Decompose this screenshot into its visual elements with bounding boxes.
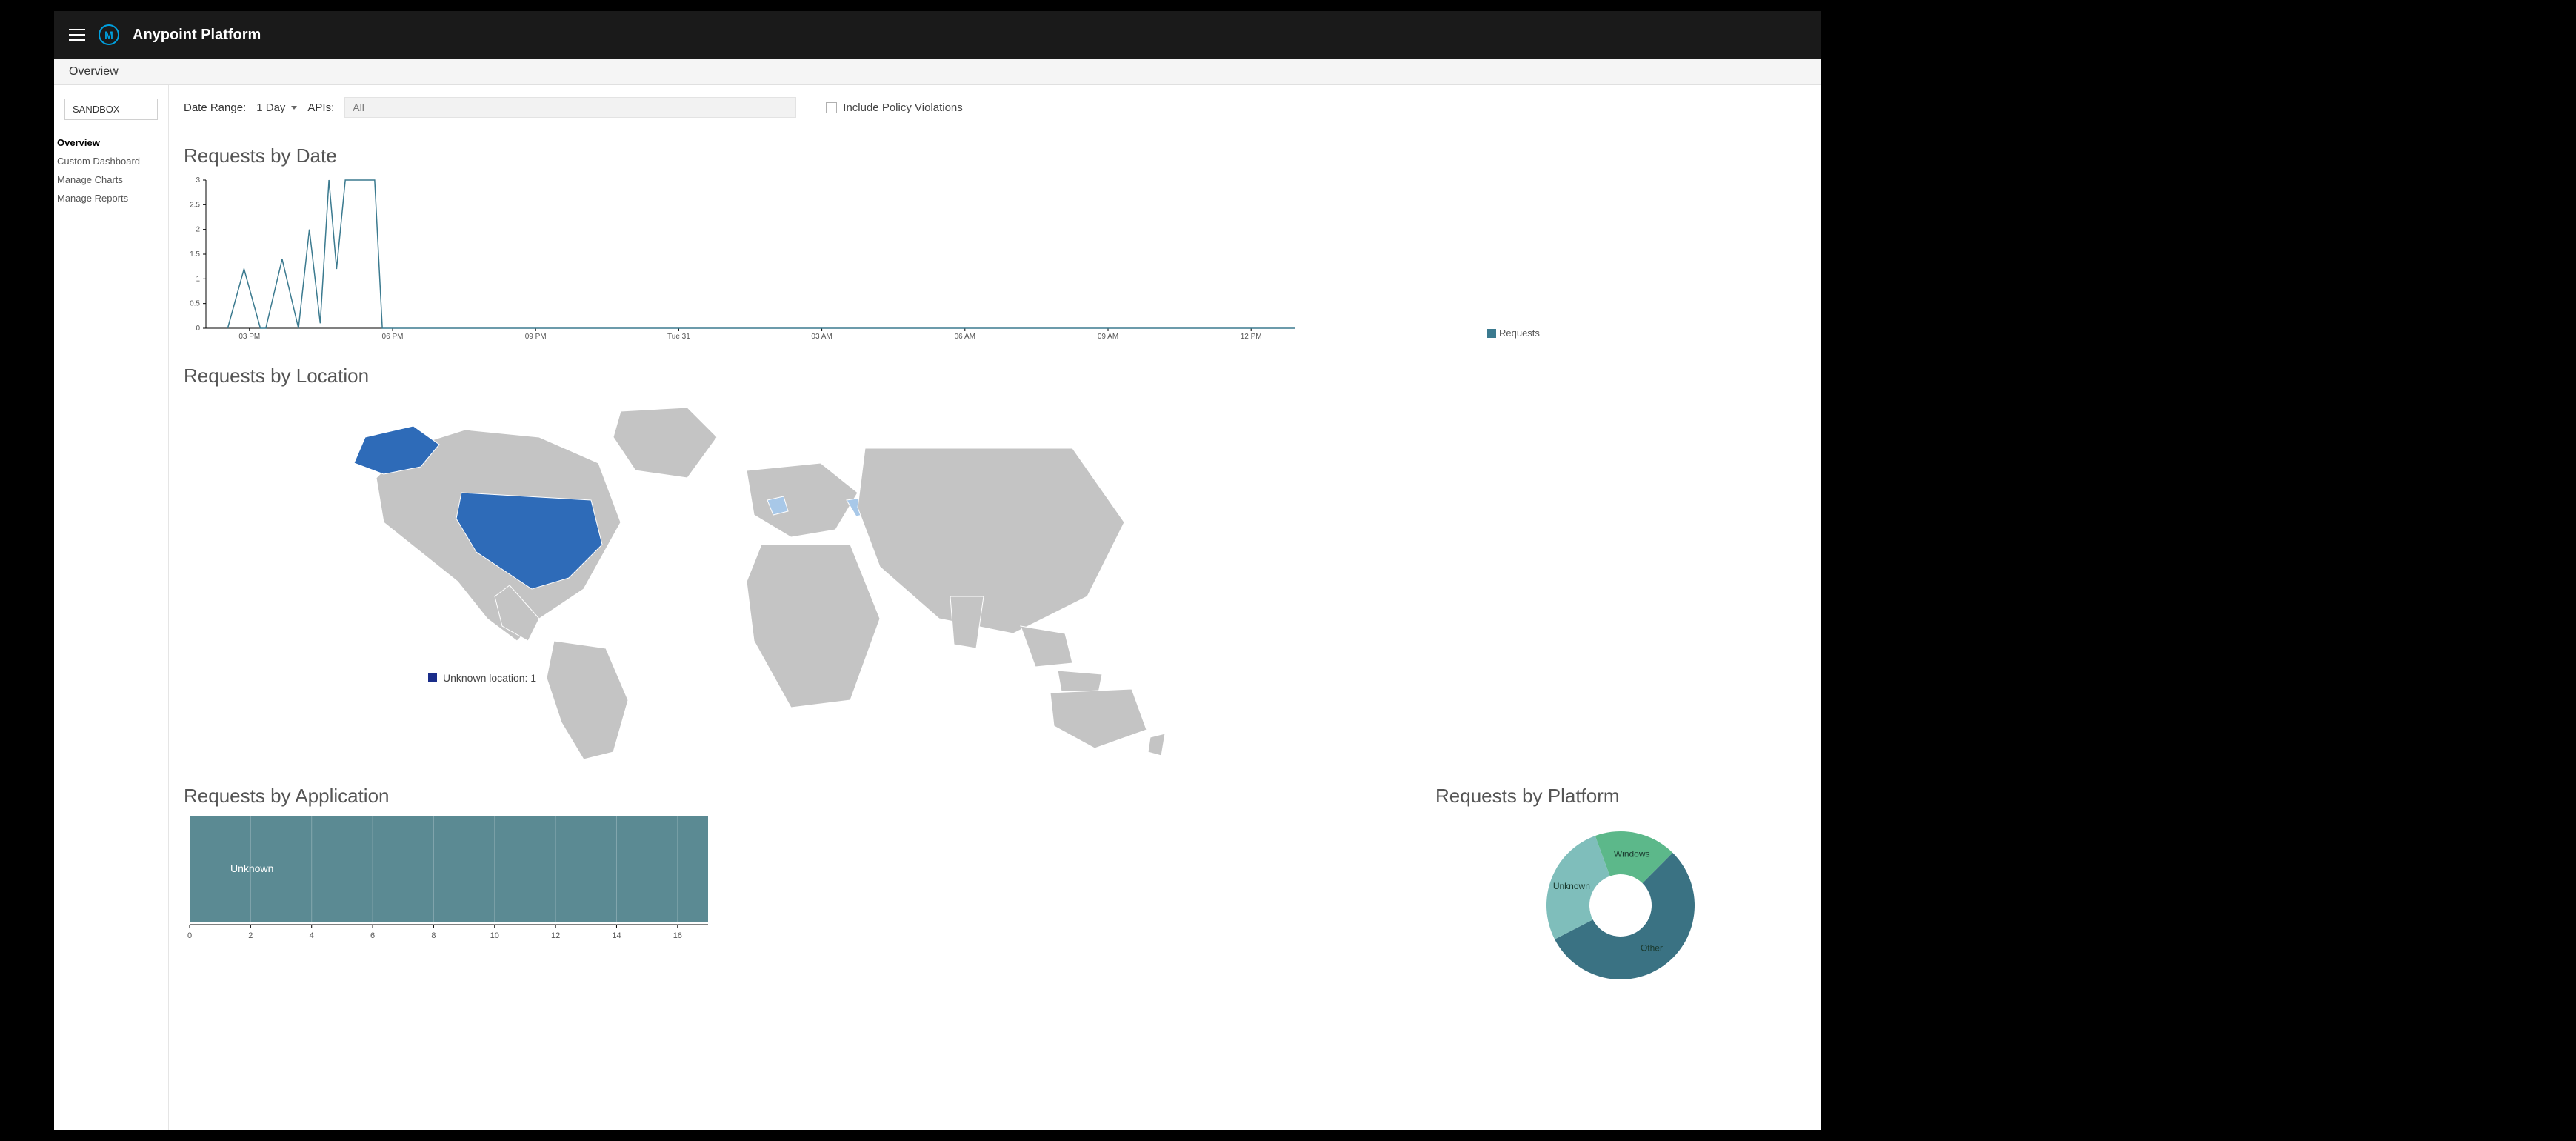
svg-text:1.5: 1.5 [190,250,200,259]
date-range-dropdown[interactable]: 1 Day [256,102,297,114]
svg-text:09 AM: 09 AM [1098,333,1118,341]
hamburger-menu-icon[interactable] [69,29,85,41]
svg-text:12 PM: 12 PM [1241,333,1262,341]
chevron-down-icon [291,106,297,110]
apis-label: APIs: [307,102,334,114]
sidebar-item-manage-charts[interactable]: Manage Charts [54,170,168,189]
sidebar: SANDBOX OverviewCustom DashboardManage C… [54,85,169,1130]
donut-chart-svg: Windows Other Unknown [1539,824,1702,987]
svg-text:03 AM: 03 AM [811,333,832,341]
requests-by-application-chart: Unknown 0 2 4 6 8 10 12 14 16 [184,816,732,965]
requests-by-date-chart: 0 0.5 1 1.5 2 2.5 3 03 PM 06 PM 09 PM Tue 31 03 AM 0… [184,176,1806,354]
apis-input[interactable] [344,97,796,118]
app-header: M Anypoint Platform [54,11,1821,59]
sidebar-item-custom-dashboard[interactable]: Custom Dashboard [54,152,168,170]
svg-text:Windows: Windows [1614,849,1650,859]
svg-text:16: 16 [673,931,682,940]
sidebar-item-overview[interactable]: Overview [54,133,168,152]
svg-text:Tue 31: Tue 31 [667,333,690,341]
environment-badge[interactable]: SANDBOX [64,99,158,120]
requests-by-application-title: Requests by Application [184,785,732,808]
bottom-charts-row: Requests by Application Unknown 0 2 4 6 8 10 12… [184,774,1806,987]
subheader-title: Overview [69,65,119,79]
header-title: Anypoint Platform [133,27,261,44]
svg-text:6: 6 [370,931,375,940]
svg-text:10: 10 [490,931,499,940]
requests-by-date-title: Requests by Date [184,144,1806,167]
svg-text:14: 14 [612,931,621,940]
date-range-value: 1 Day [256,102,285,114]
include-policy-checkbox[interactable]: Include Policy Violations [826,102,962,114]
include-policy-label: Include Policy Violations [843,102,962,114]
svg-text:0: 0 [196,325,200,333]
filter-bar: Date Range: 1 Day APIs: Include Policy V… [184,85,1806,134]
svg-text:0: 0 [187,931,192,940]
svg-text:1: 1 [196,275,200,283]
svg-text:3: 3 [196,176,200,184]
svg-text:06 PM: 06 PM [382,333,404,341]
sidebar-nav: OverviewCustom DashboardManage ChartsMan… [54,133,168,207]
svg-text:12: 12 [551,931,560,940]
svg-text:2: 2 [196,226,200,234]
sidebar-item-manage-reports[interactable]: Manage Reports [54,189,168,207]
line-chart-svg: 0 0.5 1 1.5 2 2.5 3 03 PM 06 PM 09 PM Tue 31 03 AM 0… [184,176,1591,347]
map-legend-label: Unknown location: 1 [443,672,536,684]
requests-by-platform-title: Requests by Platform [1435,785,1806,808]
subheader-bar: Overview [54,59,1821,85]
svg-text:Unknown: Unknown [1553,881,1590,891]
requests-by-platform-chart: Windows Other Unknown [1435,816,1806,987]
main-content: Date Range: 1 Day APIs: Include Policy V… [169,85,1821,1130]
checkbox-icon [826,102,837,113]
map-legend: Unknown location: 1 [428,672,536,684]
world-map-svg [273,396,1191,767]
date-range-label: Date Range: [184,102,246,114]
svg-text:0.5: 0.5 [190,300,200,308]
svg-text:8: 8 [431,931,436,940]
svg-text:Unknown: Unknown [230,862,273,874]
svg-text:Other: Other [1641,942,1663,953]
legend-swatch [428,673,437,682]
svg-text:03 PM: 03 PM [238,333,260,341]
app-window: M Anypoint Platform Overview SANDBOX Ove… [54,11,1821,1130]
bar-chart-svg: Unknown 0 2 4 6 8 10 12 14 16 [184,816,717,963]
logo-icon: M [99,24,119,45]
svg-text:2.5: 2.5 [190,201,200,209]
logo-letter: M [104,29,113,41]
svg-text:09 PM: 09 PM [525,333,547,341]
svg-text:2: 2 [248,931,253,940]
svg-text:4: 4 [310,931,314,940]
requests-by-location-title: Requests by Location [184,365,1806,387]
svg-text:06 AM: 06 AM [955,333,975,341]
requests-by-location-map: Unknown location: 1 [184,396,1806,767]
svg-text:Requests: Requests [1499,327,1540,339]
